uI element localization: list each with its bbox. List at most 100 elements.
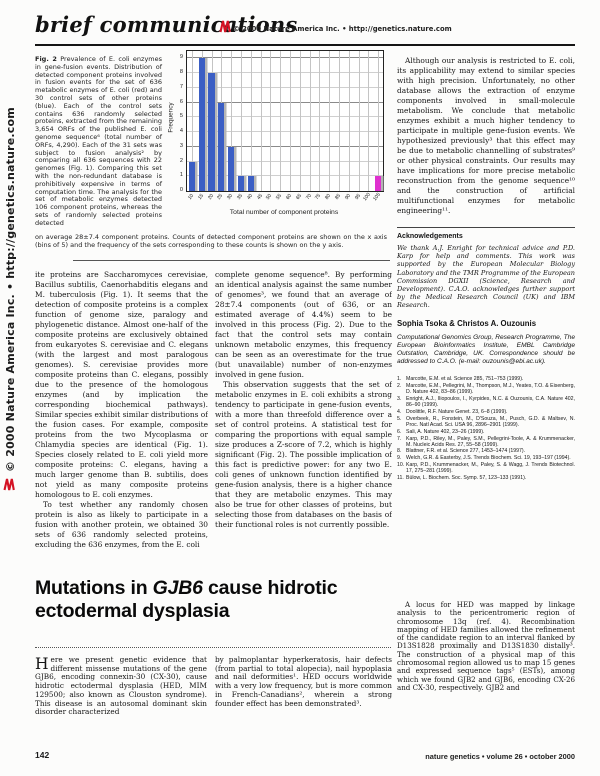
reference-number: 5. xyxy=(397,415,402,422)
reference-item: 10. Karp, P.D., Krummenacker, M., Paley,… xyxy=(397,462,575,475)
y-tick-label: 3 xyxy=(179,142,183,149)
reference-text: Karp, P.D., Riley, M., Paley, S.M., Pell… xyxy=(406,435,575,448)
v-gridline xyxy=(280,51,282,191)
x-tick-label: 15 xyxy=(196,192,205,202)
article1-column2: complete genome sequence⁸. By performing… xyxy=(215,270,392,564)
figure-divider-rule xyxy=(73,260,390,261)
h-gridline xyxy=(187,86,383,88)
v-gridline xyxy=(338,51,340,191)
h-gridline xyxy=(187,131,383,133)
x-tick-label: 70 xyxy=(304,192,313,202)
x-tick-label: 65 xyxy=(294,192,303,202)
x-tick-label: 105 xyxy=(372,191,383,203)
reference-text: Blattner, F.R. et al. Science 277, 1453–… xyxy=(406,448,526,455)
v-gridline xyxy=(299,51,301,191)
chart-yticks: 0 1 2 3 4 5 6 7 8 9 xyxy=(162,50,184,193)
x-tick-label: 60 xyxy=(284,192,293,202)
h-gridline xyxy=(187,101,383,103)
reference-number: 10. xyxy=(397,462,405,469)
reference-item: 11. Bülow, L. Biochem. Soc. Symp. 57, 12… xyxy=(397,475,575,482)
reference-number: 2. xyxy=(397,383,402,390)
dotted-rule xyxy=(35,647,391,648)
footer-journal-line: nature genetics • volume 26 • october 20… xyxy=(425,752,575,761)
paragraph: ite proteins are Saccharomyces cerevisia… xyxy=(35,270,208,499)
reference-number: 9. xyxy=(397,455,402,462)
v-gridline xyxy=(358,51,360,191)
x-tick-label: 80 xyxy=(324,192,333,202)
x-tick-label: 30 xyxy=(226,192,235,202)
reference-text: Welch, G.R. & Easterby, J.S. Trends Bioc… xyxy=(406,455,571,462)
reference-item: 3. Enright, A.J., Iliopoulos, I., Kyrpid… xyxy=(397,396,575,409)
chart-bar xyxy=(227,146,235,191)
chart-bar xyxy=(188,161,196,191)
reference-text: Enright, A.J., Iliopoulos, I., Kyrpides,… xyxy=(406,396,575,409)
v-gridline xyxy=(240,51,242,191)
reference-item: 6. Sali, A. Nature 402, 23–26 (1999). xyxy=(397,428,575,436)
v-gridline xyxy=(378,51,380,191)
y-tick-label: 1 xyxy=(179,172,183,179)
paragraph: To test whether any randomly chosen prot… xyxy=(35,500,208,549)
article2-title-gene: GJB6 xyxy=(152,577,203,599)
h-gridline xyxy=(187,145,383,147)
acknowledgements-rule xyxy=(397,227,575,228)
nature-america-logo-icon xyxy=(3,478,15,491)
x-tick-label: 85 xyxy=(333,192,342,202)
paragraph: complete genome sequence⁸. By performing… xyxy=(215,270,392,379)
article1-column3: Although our analysis is restricted to E… xyxy=(397,56,575,483)
header-rule xyxy=(35,44,575,46)
figure-caption: Fig. 2 Prevalence of E. coli enzymes in … xyxy=(35,55,162,228)
figure-caption-bottom: on average 28±7.4 component proteins. Co… xyxy=(35,233,387,249)
reference-number: 8. xyxy=(397,448,402,455)
v-gridline xyxy=(231,51,233,191)
y-tick-label: 8 xyxy=(179,69,183,76)
v-gridline xyxy=(329,51,331,191)
reference-text: Doolittle, R.F. Nature Genet. 23, 6–8 (1… xyxy=(406,408,508,415)
v-gridline xyxy=(368,51,370,191)
article2-column3: A locus for HED was mapped by linkage an… xyxy=(397,601,575,743)
v-gridline xyxy=(270,51,272,191)
h-gridline xyxy=(187,116,383,118)
drop-cap: H xyxy=(35,656,49,673)
x-tick-label: 95 xyxy=(353,192,362,202)
x-tick-label: 35 xyxy=(235,192,244,202)
acknowledgements-text: We thank A.J. Enright for technical advi… xyxy=(397,244,575,310)
reference-number: 7. xyxy=(397,435,402,442)
nature-america-logo-icon xyxy=(219,20,231,33)
paragraph: Although our analysis is restricted to E… xyxy=(397,56,575,215)
x-tick-label: 75 xyxy=(314,192,323,202)
paragraph: This observation suggests that the set o… xyxy=(215,380,392,529)
v-gridline xyxy=(191,51,193,191)
chart-bar xyxy=(247,176,254,191)
reference-text: Karp, P.D., Krummenacker, M., Paley, S. … xyxy=(406,462,575,475)
y-tick-label: 5 xyxy=(179,113,183,120)
article2-title-pre: Mutations in xyxy=(35,577,153,599)
article2-column2: by palmoplantar hyperkeratosis, hair def… xyxy=(215,656,392,728)
paragraph: A locus for HED was mapped by linkage an… xyxy=(397,601,575,692)
y-tick-label: 0 xyxy=(179,187,183,193)
y-tick-label: 7 xyxy=(179,83,183,90)
reference-text: Sali, A. Nature 402, 23–26 (1999). xyxy=(406,428,485,435)
reference-text: Marcotte, E.M., Pellegrini, M., Thompson… xyxy=(406,383,575,396)
acknowledgements-heading: Acknowledgements xyxy=(397,233,463,240)
x-tick-label: 20 xyxy=(206,192,215,202)
reference-text: Bülow, L. Biochem. Soc. Symp. 57, 123–13… xyxy=(406,475,527,482)
author-affiliation: Computational Genomics Group, Research P… xyxy=(397,333,575,366)
reference-number: 3. xyxy=(397,396,402,403)
h-gridline xyxy=(187,72,383,74)
x-tick-label: 40 xyxy=(245,192,254,202)
h-gridline xyxy=(187,160,383,162)
reference-list: 1. Marcotte, E.M. et al. Science 285, 75… xyxy=(397,377,575,482)
x-tick-label: 50 xyxy=(265,192,274,202)
reference-item: 4. Doolittle, R.F. Nature Genet. 23, 6–8… xyxy=(397,408,575,416)
reference-item: 1. Marcotte, E.M. et al. Science 285, 75… xyxy=(397,377,575,383)
h-gridline xyxy=(187,57,383,59)
chart-bar xyxy=(237,176,245,191)
reference-number: 4. xyxy=(397,408,402,415)
chart-x-axis-label: Total number of component proteins xyxy=(229,209,339,216)
x-tick-label: 55 xyxy=(275,192,284,202)
y-tick-label: 9 xyxy=(179,54,183,61)
figure-label: Fig. 2 xyxy=(35,55,57,63)
v-gridline xyxy=(289,51,291,191)
